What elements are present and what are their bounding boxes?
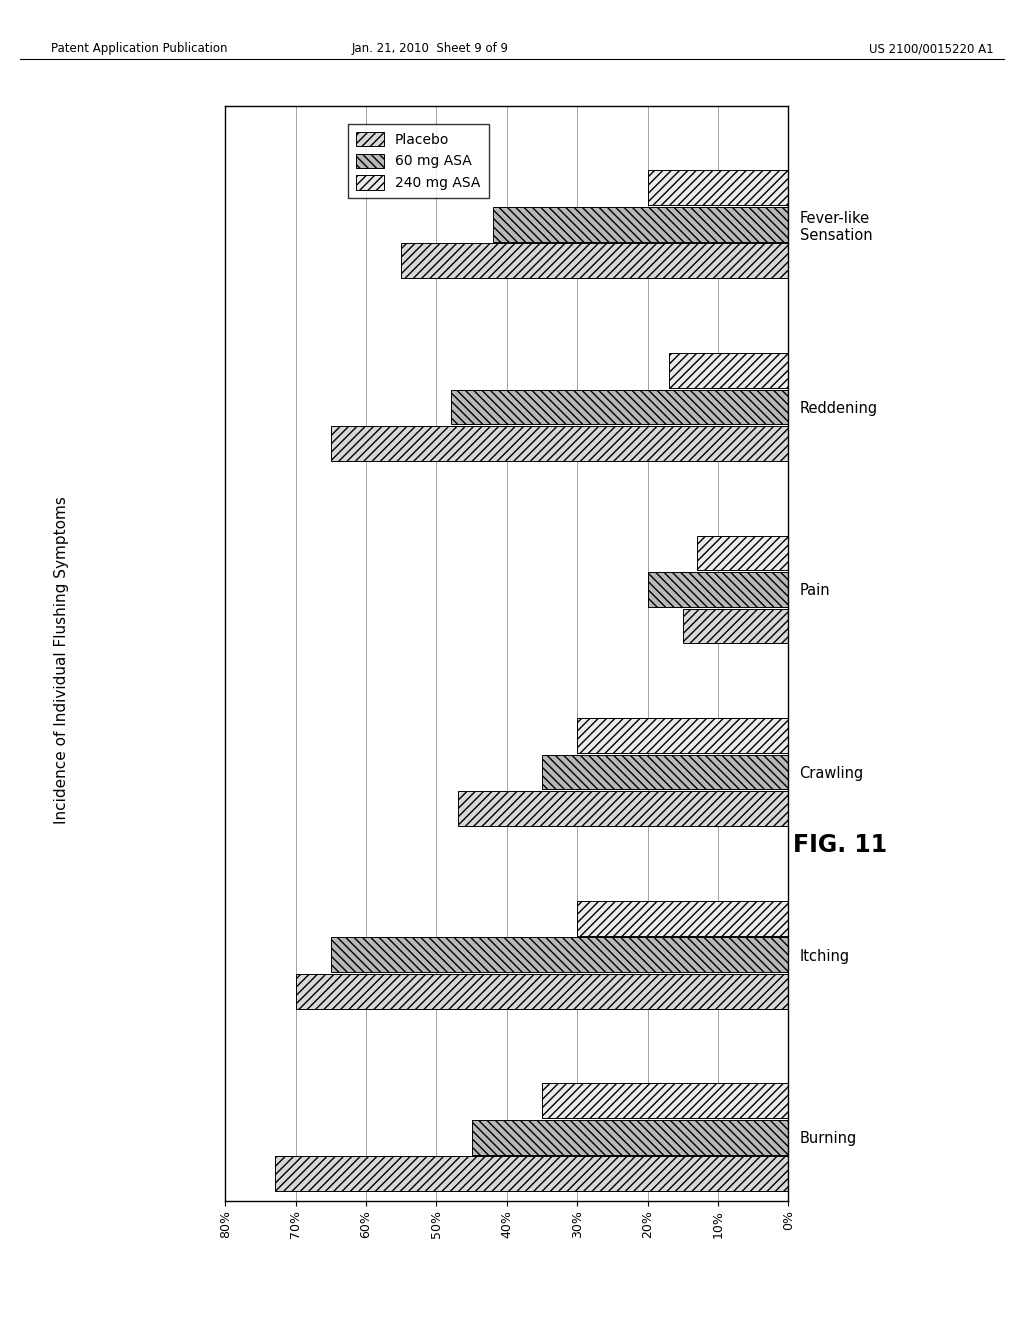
Bar <box>697 536 788 570</box>
Bar <box>274 1156 788 1191</box>
Text: FIG. 11: FIG. 11 <box>793 833 887 857</box>
Bar <box>542 755 788 789</box>
Bar <box>542 1084 788 1118</box>
Text: US 2100/0015220 A1: US 2100/0015220 A1 <box>868 42 993 55</box>
Bar <box>401 243 788 279</box>
Bar <box>331 426 788 461</box>
Bar <box>683 609 788 643</box>
Bar <box>451 389 788 424</box>
Bar <box>331 937 788 972</box>
Bar <box>493 207 788 242</box>
Bar <box>648 572 788 607</box>
Bar <box>472 1119 788 1155</box>
Bar <box>669 352 788 388</box>
Text: Jan. 21, 2010  Sheet 9 of 9: Jan. 21, 2010 Sheet 9 of 9 <box>351 42 509 55</box>
Bar <box>648 170 788 205</box>
Bar <box>458 791 788 826</box>
Text: Incidence of Individual Flushing Symptoms: Incidence of Individual Flushing Symptom… <box>54 496 69 824</box>
Text: Patent Application Publication: Patent Application Publication <box>51 42 227 55</box>
Bar <box>578 718 788 752</box>
Legend: Placebo, 60 mg ASA, 240 mg ASA: Placebo, 60 mg ASA, 240 mg ASA <box>348 124 488 198</box>
Bar <box>296 974 788 1008</box>
Bar <box>578 900 788 936</box>
